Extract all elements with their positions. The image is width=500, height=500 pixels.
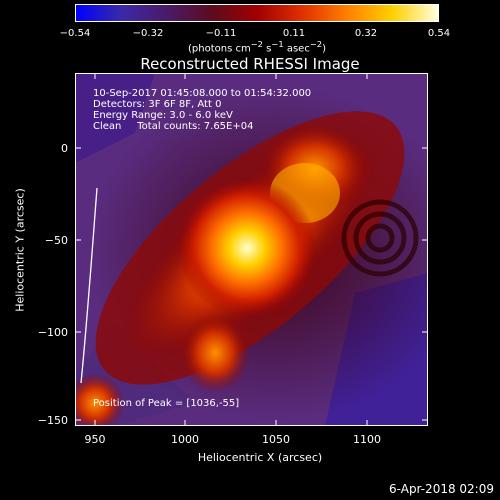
info-time-range: 10-Sep-2017 01:45:08.000 to 01:54:32.000 — [93, 88, 312, 99]
y-tick-label: −50 — [44, 234, 68, 247]
y-tick-label: −150 — [37, 414, 68, 427]
colorbar-tick: −0.32 — [132, 28, 164, 39]
colorbar-tick: 0.32 — [354, 28, 378, 39]
info-energy-range: Energy Range: 3.0 - 6.0 keV — [93, 110, 233, 121]
plot-timestamp: 6-Apr-2018 02:09 — [389, 482, 494, 496]
info-detectors: Detectors: 3F 6F 8F, Att 0 — [93, 99, 222, 110]
peak-position-label: Position of Peak = [1036,-55] — [93, 398, 240, 409]
y-tick-label: −100 — [37, 326, 68, 339]
x-axis-label: Heliocentric X (arcsec) — [197, 451, 323, 464]
heatmap-peak — [177, 178, 317, 318]
heatmap-ripples — [341, 199, 419, 277]
x-tick-label: 1000 — [171, 433, 199, 446]
colorbar-tick: 0.11 — [282, 28, 306, 39]
heatmap-region — [75, 73, 155, 163]
x-tick-label: 1100 — [353, 433, 381, 446]
colorbar-tick: 0.54 — [427, 28, 451, 39]
info-total-counts: Clean Total counts: 7.65E+04 — [93, 121, 254, 132]
colorbar-unit: (photons cm−2 s−1 asec−2) — [187, 39, 327, 55]
heatmap-region — [180, 313, 250, 393]
heatmap-region — [75, 373, 125, 426]
y-tick-label: 0 — [61, 142, 68, 155]
solar-limb-line — [80, 187, 98, 384]
heatmap-image — [75, 73, 428, 426]
plot-title: Reconstructed RHESSI Image — [140, 55, 360, 73]
y-axis-label: Heliocentric Y (arcsec) — [13, 188, 27, 312]
x-tick-label: 950 — [84, 433, 106, 446]
colorbar-tick: −0.11 — [205, 28, 237, 39]
colorbar-tick: −0.54 — [59, 28, 91, 39]
x-tick-label: 1050 — [262, 433, 290, 446]
colorbar — [75, 4, 439, 22]
